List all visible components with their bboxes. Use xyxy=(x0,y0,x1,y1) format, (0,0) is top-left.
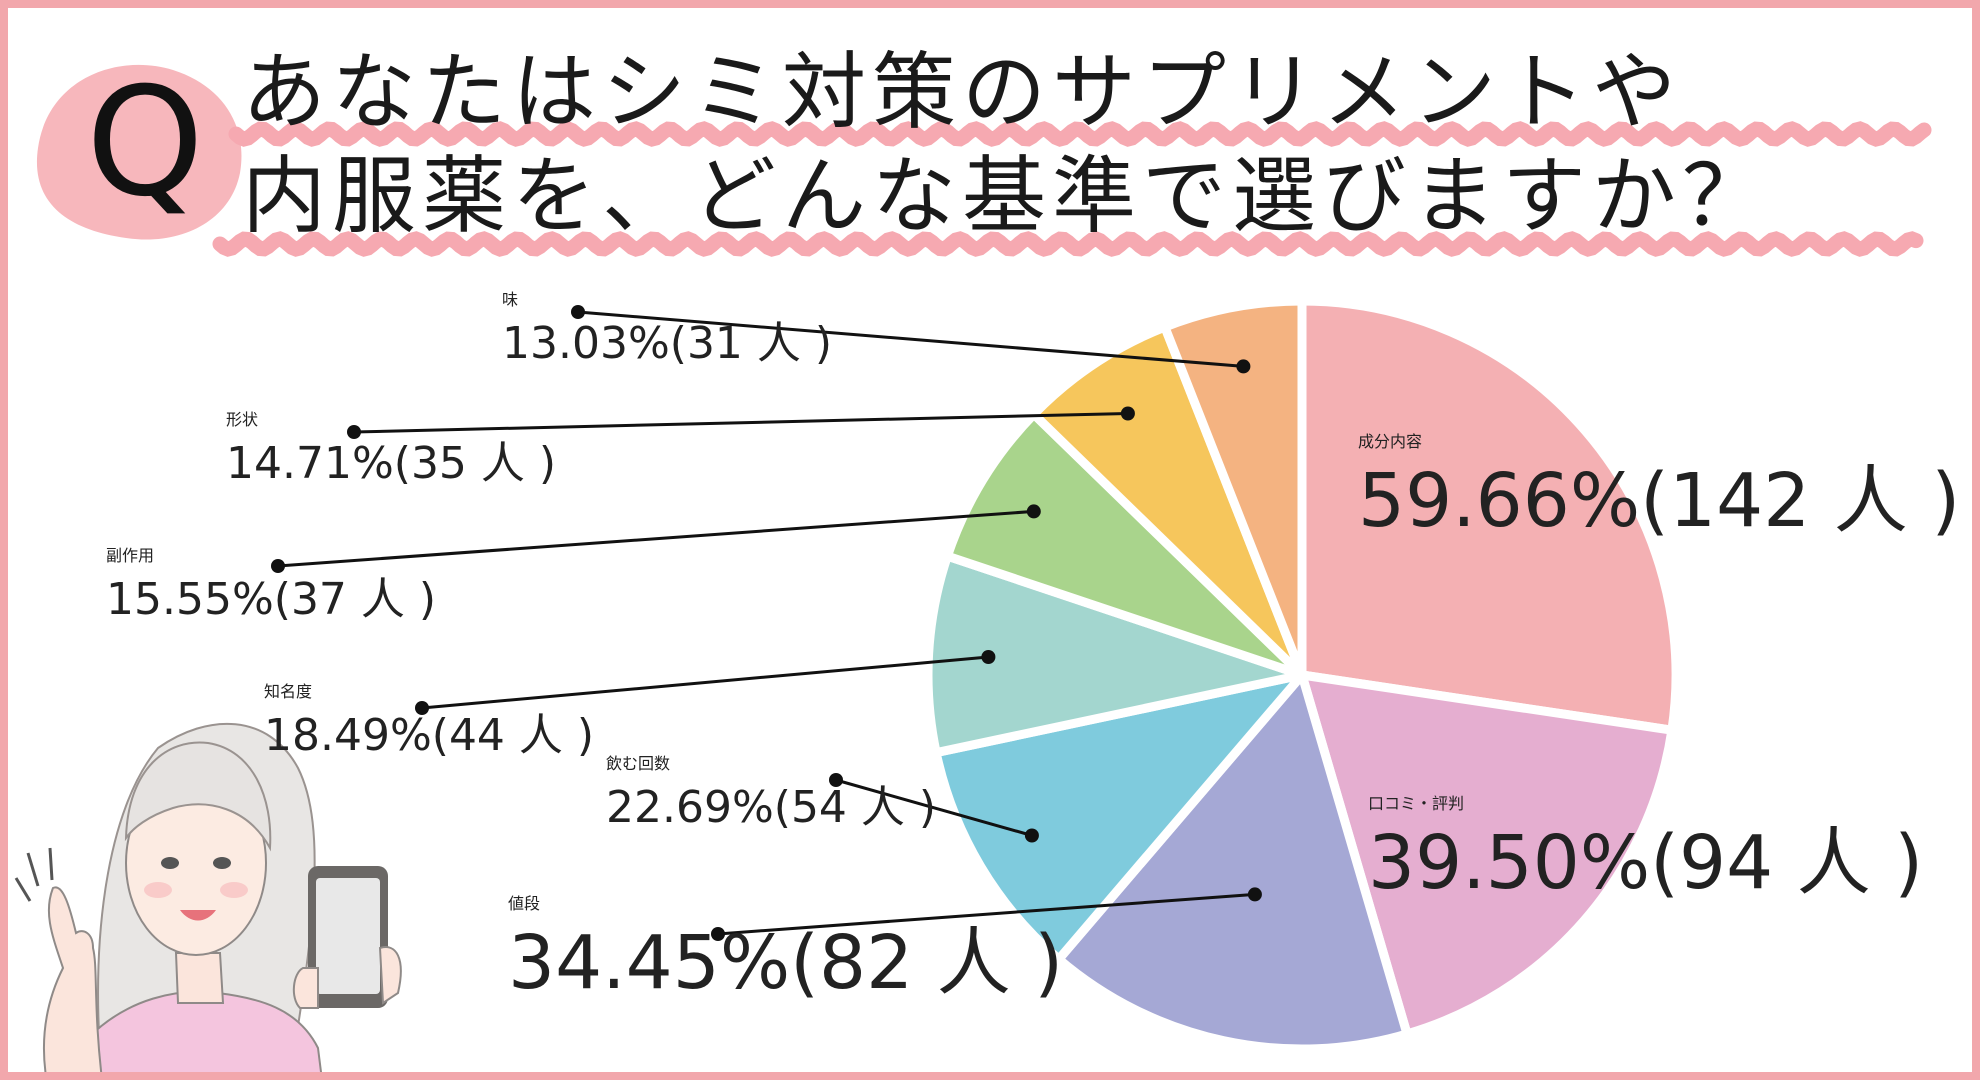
title-underline-wave xyxy=(212,231,1924,257)
pie-chart xyxy=(271,296,1681,1054)
pie-slice-5 xyxy=(942,409,1307,680)
question-title-line-2: 内服薬を、どんな基準で選びますか？ xyxy=(242,147,1773,245)
leader-dot-2 xyxy=(1247,887,1262,902)
label-nomu-kaisu: 飲む回数 22.69%(54 人 ) xyxy=(606,756,936,830)
leader-dot-4 xyxy=(415,701,429,715)
leader-line-4 xyxy=(421,655,989,710)
category-label: 値段 xyxy=(508,894,541,913)
pie-slice-0 xyxy=(1297,296,1681,735)
value-label: 22.69%(54 人 ) xyxy=(606,782,937,833)
q-badge-letter: Q xyxy=(85,56,205,230)
category-label: 知名度 xyxy=(264,682,313,701)
leader-dot-3 xyxy=(1024,828,1039,843)
label-seibun: 成分内容 59.66%(142 人 ) xyxy=(1358,432,1961,544)
leader-dot-7 xyxy=(571,305,585,319)
leader-dot-2 xyxy=(711,927,725,941)
leader-line-7 xyxy=(577,310,1244,368)
category-label: 飲む回数 xyxy=(606,754,671,773)
value-label: 59.66%(142 人 ) xyxy=(1358,458,1961,544)
leader-dot-6 xyxy=(347,425,361,439)
leader-dot-6 xyxy=(1120,406,1135,421)
leader-line-3 xyxy=(835,778,1033,837)
pie-slice-2 xyxy=(1054,670,1412,1054)
smartphone-icon xyxy=(292,866,402,1009)
leader-dot-7 xyxy=(1236,359,1251,374)
category-label: 口コミ・評判 xyxy=(1368,794,1465,813)
leader-line-5 xyxy=(277,509,1034,568)
category-label: 味 xyxy=(502,290,519,309)
label-fukusayou: 副作用 15.55%(37 人 ) xyxy=(106,548,436,622)
value-label: 13.03%(31 人 ) xyxy=(502,318,833,369)
value-label: 34.45%(82 人 ) xyxy=(508,920,1064,1006)
label-nedan: 値段 34.45%(82 人 ) xyxy=(508,894,1064,1006)
leader-dot-5 xyxy=(1026,504,1041,519)
leader-dot-5 xyxy=(271,559,285,573)
value-label: 18.49%(44 人 ) xyxy=(264,710,595,761)
pie-slice-1 xyxy=(1297,670,1677,1039)
question-title-line-1: あなたはシミ対策のサプリメントや xyxy=(242,43,1683,141)
label-kuchikomi: 口コミ・評判 39.50%(94 人 ) xyxy=(1368,794,1924,906)
leader-line-6 xyxy=(353,412,1128,434)
value-label: 39.50%(94 人 ) xyxy=(1368,820,1924,906)
woman-illustration xyxy=(14,722,323,1072)
decoration-layer xyxy=(14,64,1932,1072)
leader-line-2 xyxy=(717,892,1256,936)
label-chimeido: 知名度 18.49%(44 人 ) xyxy=(264,684,594,758)
leader-dot-4 xyxy=(981,650,996,664)
title-underline-wave xyxy=(228,121,1932,147)
leader-dot-3 xyxy=(829,773,843,787)
category-label: 成分内容 xyxy=(1358,432,1423,451)
label-aji: 味 13.03%(31 人 ) xyxy=(502,292,832,366)
value-label: 14.71%(35 人 ) xyxy=(226,438,557,489)
pie-slice-4 xyxy=(923,551,1307,758)
category-label: 形状 xyxy=(226,410,259,429)
category-label: 副作用 xyxy=(106,546,155,565)
pie-slice-3 xyxy=(931,670,1307,964)
label-keijou: 形状 14.71%(35 人 ) xyxy=(226,412,556,486)
value-label: 15.55%(37 人 ) xyxy=(106,574,437,625)
q-badge-blob xyxy=(36,64,242,240)
pie-slice-7 xyxy=(1160,296,1307,680)
